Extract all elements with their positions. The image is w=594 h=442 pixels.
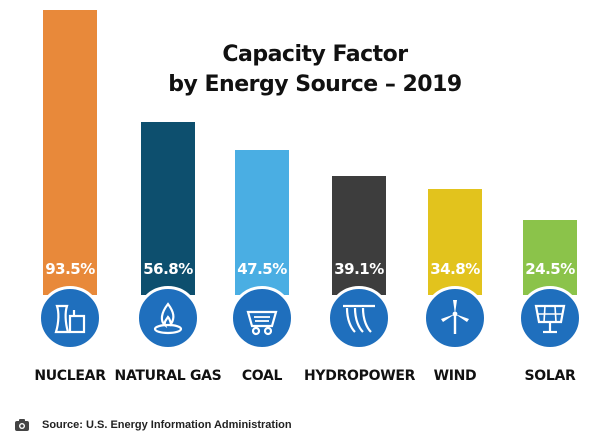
value-label-coal: 47.5% (237, 260, 287, 278)
solar-panel-icon-badge (518, 286, 582, 350)
chart-title-line1: Capacity Factor (222, 42, 408, 67)
wind-turbine-icon-badge (423, 286, 487, 350)
value-label-hydropower: 39.1% (334, 260, 384, 278)
camera-icon (15, 419, 29, 431)
bar-coal (235, 150, 289, 295)
bar-natural-gas (141, 121, 195, 295)
category-label-coal: COAL (241, 368, 283, 384)
category-label-hydropower: HYDROPOWER (304, 368, 416, 384)
value-label-nuclear: 93.5% (45, 260, 95, 278)
bar-nuclear (43, 9, 97, 295)
bar-solar (523, 220, 577, 295)
source-footer: Source: U.S. Energy Information Administ… (14, 416, 292, 434)
chart-title-line2: by Energy Source – 2019 (168, 72, 462, 97)
wind-turbine-icon (441, 300, 469, 334)
category-label-wind: WIND (433, 368, 477, 384)
gas-flame-icon-badge (136, 286, 200, 350)
value-label-natural-gas: 56.8% (143, 260, 193, 278)
gas-flame-icon (153, 302, 183, 335)
coal-cart-icon (246, 310, 278, 336)
dam-icon-badge (327, 286, 391, 350)
value-label-wind: 34.8% (430, 260, 480, 278)
bar-hydropower (332, 175, 386, 295)
bar-wind (428, 188, 482, 295)
category-label-solar: SOLAR (524, 368, 576, 384)
nuclear-plant-icon-badge (38, 286, 102, 350)
category-label-natural-gas: NATURAL GAS (114, 368, 222, 384)
chart-title: Capacity Factor by Energy Source – 2019 (150, 40, 480, 100)
coal-cart-icon-badge (230, 286, 294, 350)
category-label-nuclear: NUCLEAR (34, 368, 106, 384)
source-text: Source: U.S. Energy Information Administ… (42, 419, 292, 431)
nuclear-plant-icon (54, 304, 86, 334)
dam-icon (343, 304, 375, 333)
solar-panel-icon (534, 304, 566, 334)
value-label-solar: 24.5% (525, 260, 575, 278)
